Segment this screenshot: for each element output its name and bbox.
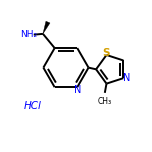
Text: S: S — [103, 48, 110, 58]
Polygon shape — [43, 21, 50, 34]
Text: N: N — [123, 73, 130, 83]
Text: N: N — [74, 85, 82, 95]
Text: HCl: HCl — [24, 101, 41, 111]
Text: NH₂: NH₂ — [20, 30, 37, 39]
Text: CH₃: CH₃ — [98, 97, 112, 106]
